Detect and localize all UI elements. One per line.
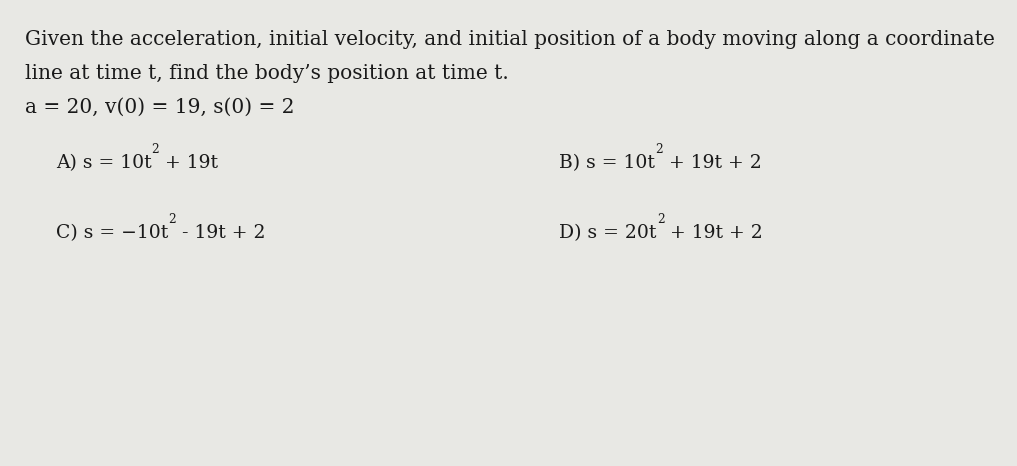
Text: 2: 2 [152, 143, 160, 156]
Text: B) s = 10t: B) s = 10t [559, 154, 655, 172]
Text: C) s = −10t: C) s = −10t [56, 224, 168, 242]
Text: line at time t, find the body’s position at time t.: line at time t, find the body’s position… [25, 64, 510, 83]
Text: a = 20, v(0) = 19, s(0) = 2: a = 20, v(0) = 19, s(0) = 2 [25, 98, 295, 117]
Text: A) s = 10t: A) s = 10t [56, 154, 152, 172]
Text: + 19t + 2: + 19t + 2 [664, 224, 763, 242]
Text: - 19t + 2: - 19t + 2 [176, 224, 265, 242]
Text: 2: 2 [657, 213, 664, 226]
Text: 2: 2 [168, 213, 176, 226]
Text: 2: 2 [655, 143, 663, 156]
Text: Given the acceleration, initial velocity, and initial position of a body moving : Given the acceleration, initial velocity… [25, 30, 996, 49]
Text: D) s = 20t: D) s = 20t [559, 224, 657, 242]
Text: + 19t + 2: + 19t + 2 [663, 154, 762, 172]
Text: + 19t: + 19t [160, 154, 219, 172]
